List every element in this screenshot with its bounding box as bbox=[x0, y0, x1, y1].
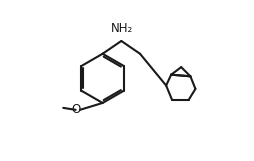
Text: NH₂: NH₂ bbox=[111, 22, 133, 35]
Text: O: O bbox=[72, 103, 81, 116]
